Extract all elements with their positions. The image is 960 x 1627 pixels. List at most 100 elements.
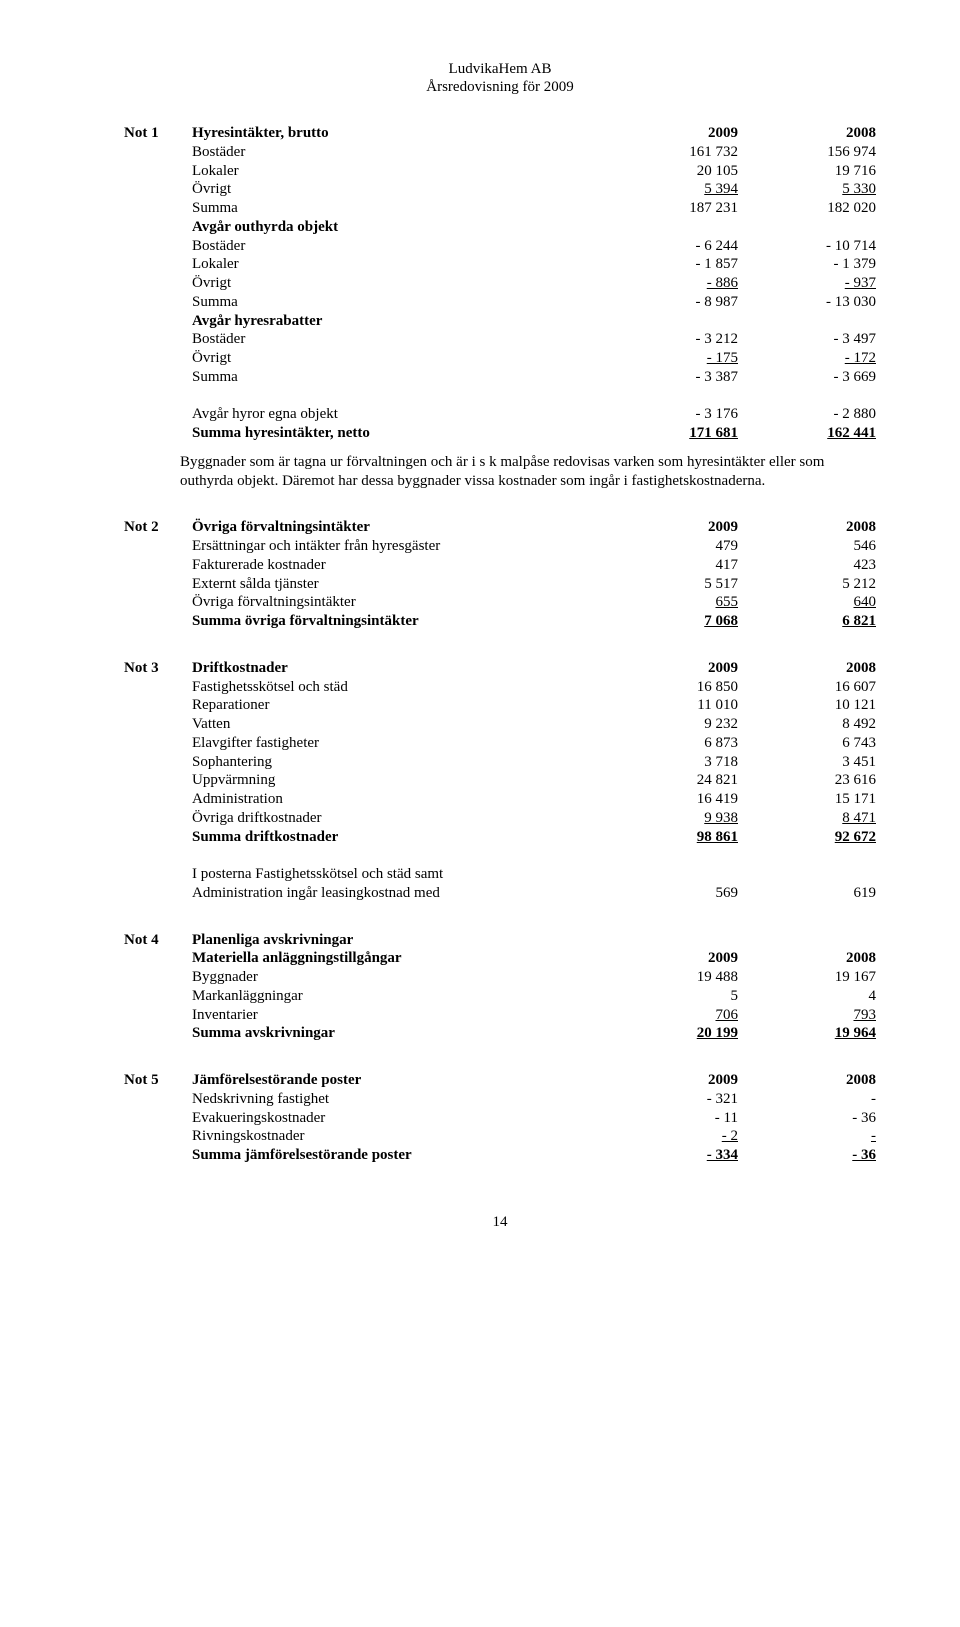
row-value-2: -	[742, 1090, 880, 1109]
table-row: Not 2Övriga förvaltningsintäkter20092008	[120, 518, 880, 537]
row-value-2: 19 167	[742, 968, 880, 987]
table-row: Summa övriga förvaltningsintäkter7 0686 …	[120, 612, 880, 631]
col-header-2: 2008	[742, 1071, 880, 1090]
table-row: Övrigt- 175- 172	[120, 349, 880, 368]
row-value-1: 16 419	[604, 790, 742, 809]
table-row: Avgår outhyrda objekt	[120, 218, 880, 237]
note-id: Not 3	[120, 659, 188, 678]
row-label: Reparationer	[188, 696, 604, 715]
row-value-2: 4	[742, 987, 880, 1006]
	[120, 575, 188, 594]
row-label: Summa avskrivningar	[188, 1024, 604, 1043]
row-value-2: - 36	[742, 1146, 880, 1165]
	[742, 846, 880, 865]
	[120, 771, 188, 790]
note-block: Not 5Jämförelsestörande poster20092008Ne…	[120, 1071, 880, 1165]
row-label: Övriga förvaltningsintäkter	[188, 593, 604, 612]
	[120, 405, 188, 424]
table-row: Övrigt- 886- 937	[120, 274, 880, 293]
row-value-2: 423	[742, 556, 880, 575]
	[120, 968, 188, 987]
row-value-2	[742, 218, 880, 237]
row-label: Summa	[188, 368, 604, 387]
	[120, 949, 188, 968]
note-title: Hyresintäkter, brutto	[188, 124, 604, 143]
	[120, 987, 188, 1006]
row-label: Övrigt	[188, 274, 604, 293]
row-value-1: - 886	[604, 274, 742, 293]
row-label: Summa övriga förvaltningsintäkter	[188, 612, 604, 631]
	[120, 593, 188, 612]
table-row: I posterna Fastighetsskötsel och städ sa…	[120, 865, 880, 884]
row-label: Summa hyresintäkter, netto	[188, 424, 604, 443]
row-label: Ersättningar och intäkter från hyresgäst…	[188, 537, 604, 556]
table-row: Elavgifter fastigheter6 8736 743	[120, 734, 880, 753]
table-row: Summa jämförelsestörande poster- 334- 36	[120, 1146, 880, 1165]
row-value-2: - 3 669	[742, 368, 880, 387]
row-label: Vatten	[188, 715, 604, 734]
row-value-1: - 334	[604, 1146, 742, 1165]
row-label: Administration	[188, 790, 604, 809]
table-row: Avgår hyresrabatter	[120, 312, 880, 331]
	[120, 865, 188, 884]
	[120, 143, 188, 162]
col-header-2: 2008	[742, 518, 880, 537]
table-row: Summa187 231182 020	[120, 199, 880, 218]
note-block: Not 3Driftkostnader20092008Fastighetsskö…	[120, 659, 880, 903]
row-label: Avgår outhyrda objekt	[188, 218, 604, 237]
row-value-1: 9 232	[604, 715, 742, 734]
doc-header: LudvikaHem AB Årsredovisning för 2009	[120, 60, 880, 96]
row-value-2: 619	[742, 884, 880, 903]
row-value-1: 5	[604, 987, 742, 1006]
row-label: Nedskrivning fastighet	[188, 1090, 604, 1109]
row-value-1: - 8 987	[604, 293, 742, 312]
row-value-1: 20 199	[604, 1024, 742, 1043]
row-value-2: 8 471	[742, 809, 880, 828]
	[120, 828, 188, 847]
note-table: Not 4Planenliga avskrivningarMateriella …	[120, 931, 880, 1044]
col-header-2: 2008	[742, 949, 880, 968]
	[120, 424, 188, 443]
note-table: Not 5Jämförelsestörande poster20092008Ne…	[120, 1071, 880, 1165]
note-title: Övriga förvaltningsintäkter	[188, 518, 604, 537]
row-label: Fakturerade kostnader	[188, 556, 604, 575]
row-value-1: 569	[604, 884, 742, 903]
row-value-1: 16 850	[604, 678, 742, 697]
note-block: Not 4Planenliga avskrivningarMateriella …	[120, 931, 880, 1044]
col-header-1: 2009	[604, 949, 742, 968]
row-value-1: - 321	[604, 1090, 742, 1109]
row-label: Administration ingår leasingkostnad med	[188, 884, 604, 903]
row-value-1: - 3 387	[604, 368, 742, 387]
	[120, 237, 188, 256]
col-header-2	[742, 931, 880, 950]
table-row: Materiella anläggningstillgångar20092008	[120, 949, 880, 968]
row-label: Bostäder	[188, 237, 604, 256]
row-value-2: 793	[742, 1006, 880, 1025]
table-row: Byggnader19 48819 167	[120, 968, 880, 987]
	[120, 312, 188, 331]
note-title: Planenliga avskrivningar	[188, 931, 604, 950]
table-row: Vatten9 2328 492	[120, 715, 880, 734]
	[120, 387, 188, 406]
	[120, 1006, 188, 1025]
header-line-1: LudvikaHem AB	[120, 60, 880, 78]
col-header-2: 2008	[742, 659, 880, 678]
row-value-1: 7 068	[604, 612, 742, 631]
table-row: Bostäder- 3 212- 3 497	[120, 330, 880, 349]
row-value-2: -	[742, 1127, 880, 1146]
row-value-1: 706	[604, 1006, 742, 1025]
row-value-1: - 1 857	[604, 255, 742, 274]
row-value-2: 162 441	[742, 424, 880, 443]
	[604, 846, 742, 865]
row-value-2: - 937	[742, 274, 880, 293]
	[120, 1024, 188, 1043]
row-value-2: 182 020	[742, 199, 880, 218]
	[742, 387, 880, 406]
col-header-1	[604, 931, 742, 950]
row-label: Övrigt	[188, 349, 604, 368]
table-row: Fastighetsskötsel och städ16 85016 607	[120, 678, 880, 697]
table-row: Administration ingår leasingkostnad med5…	[120, 884, 880, 903]
row-label: Evakueringskostnader	[188, 1109, 604, 1128]
row-label: Summa	[188, 293, 604, 312]
row-value-2: 23 616	[742, 771, 880, 790]
